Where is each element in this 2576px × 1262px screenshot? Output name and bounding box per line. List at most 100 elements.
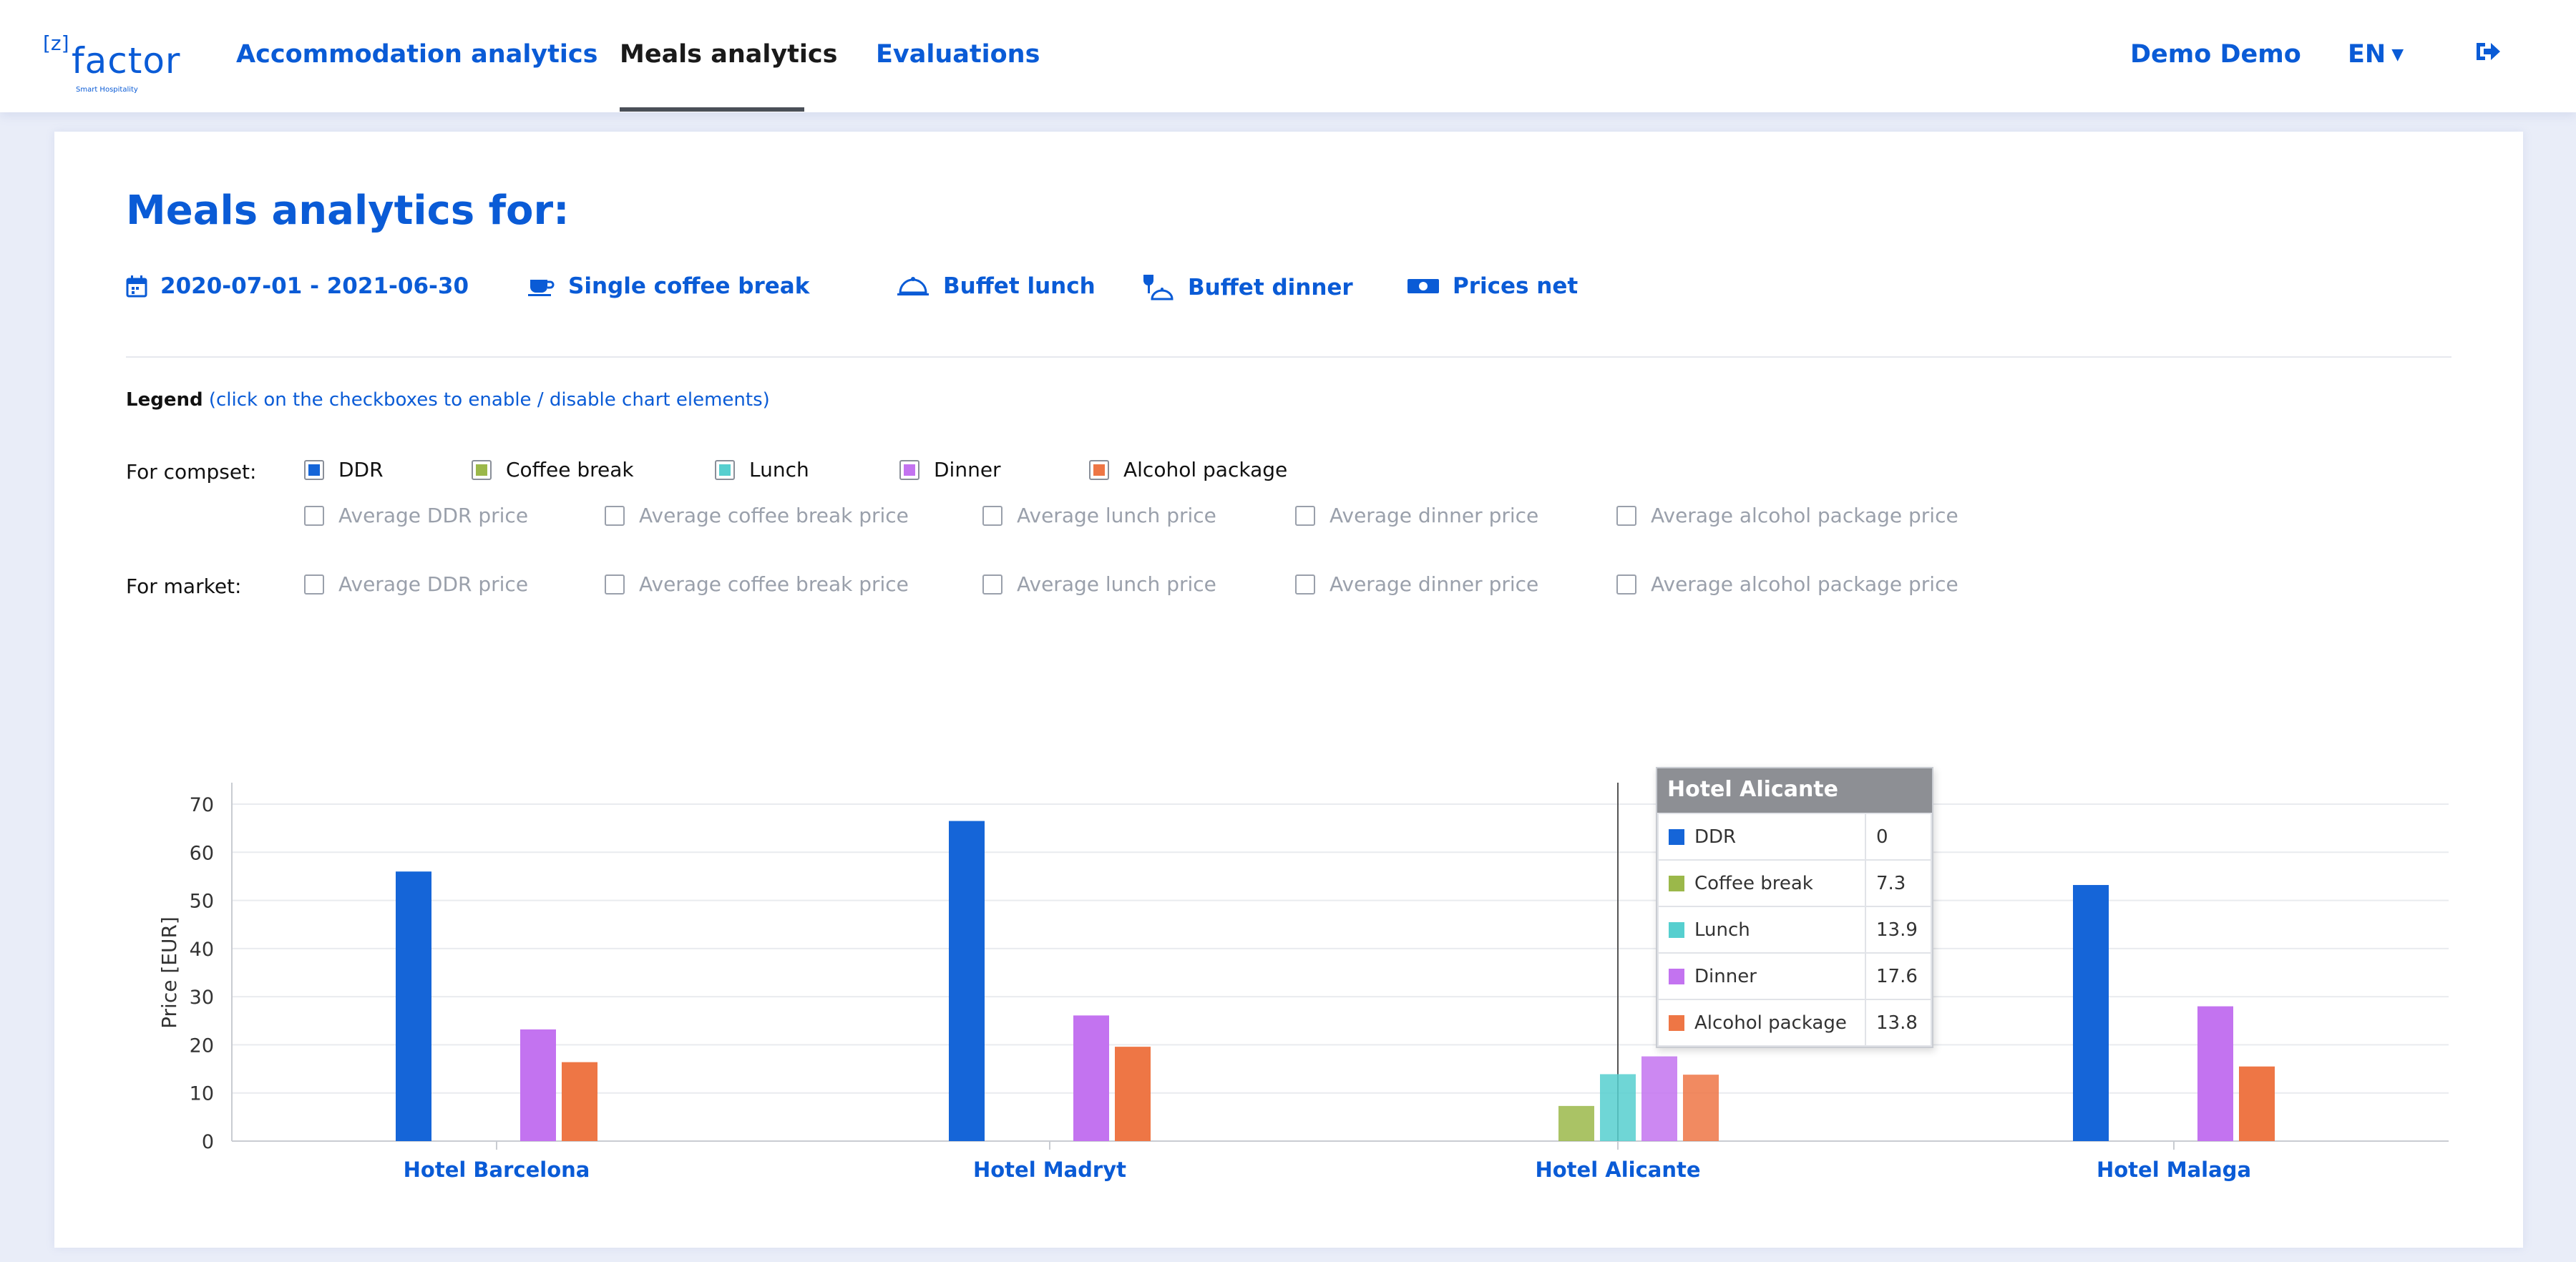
market-average-toggle-1[interactable]: Average coffee break price [605,572,909,596]
dinner-service-icon [1143,275,1174,300]
meals-price-chart: 0 10 20 30 40 50 60 70 Price [EUR] Hotel Barcelon… [157,783,2449,1182]
tooltip-value-cell: 13.9 [1865,906,1932,954]
average-label: Average coffee break price [639,504,909,527]
bar-alcohol-package [2239,1066,2275,1141]
y-tick-label: 40 [190,939,214,961]
checkbox[interactable] [304,459,324,480]
coffee-break-filter[interactable]: Single coffee break [528,273,809,299]
series-swatch [1669,1014,1684,1031]
series-swatch [1669,875,1684,891]
average-label: Average alcohol package price [1651,504,1958,527]
dinner-filter[interactable]: Buffet dinner [1141,273,1353,302]
market-average-toggle-4[interactable]: Average alcohol package price [1616,572,1958,596]
average-label: Average DDR price [338,572,529,596]
coffee-cup-icon [528,280,555,296]
checkbox[interactable] [899,459,919,480]
checkbox[interactable] [715,459,735,480]
legend-title: Legend (click on the checkboxes to enabl… [126,389,770,411]
y-tick-label: 60 [190,842,214,864]
compset-series-toggle-dinner[interactable]: Dinner [899,458,1001,481]
market-average-toggle-0[interactable]: Average DDR price [304,572,528,596]
nav-evaluations[interactable]: Evaluations [876,40,1040,69]
nav-accommodation-analytics[interactable]: Accommodation analytics [236,40,598,69]
legend-series-label: Dinner [934,458,1001,481]
compset-label: For compset: [126,460,257,484]
bar-coffee-break [1558,1105,1594,1141]
user-menu[interactable]: Demo Demo [2130,40,2301,69]
checkbox[interactable] [1616,505,1636,526]
checkbox[interactable] [304,505,324,526]
coffee-break-label: Single coffee break [568,273,810,299]
lunch-filter[interactable]: Buffet lunch [896,273,1096,299]
checkbox[interactable] [1295,574,1315,595]
logout-icon[interactable] [2472,36,2504,67]
lunch-label: Buffet lunch [943,273,1096,299]
average-label: Average DDR price [338,504,529,527]
x-category-label[interactable]: Hotel Madryt [973,1158,1126,1182]
bar-ddr [2073,885,2109,1141]
average-label: Average coffee break price [639,572,909,596]
market-average-toggle-3[interactable]: Average dinner price [1295,572,1538,596]
market-label: For market: [126,574,242,598]
compset-average-toggle-3[interactable]: Average dinner price [1295,504,1538,527]
tooltip-value-cell: 13.8 [1865,999,1932,1047]
compset-average-toggle-1[interactable]: Average coffee break price [605,504,909,527]
logo-tagline: Smart Hospitality [76,86,138,94]
series-swatch [1669,968,1684,984]
average-label: Average alcohol package price [1651,572,1958,596]
prices-label: Prices net [1453,273,1579,299]
checkbox[interactable] [605,574,625,595]
x-category-label[interactable]: Hotel Malaga [2097,1158,2251,1182]
legend-series-label: Coffee break [506,458,634,481]
x-category-label[interactable]: Hotel Alicante [1535,1158,1700,1182]
top-navbar: [z] factor Smart Hospitality Accommodati… [0,0,2576,112]
checkbox[interactable] [982,505,1002,526]
bar-dinner [1641,1056,1677,1141]
tooltip-series-label: Alcohol package [1694,1012,1847,1034]
average-label: Average lunch price [1017,504,1216,527]
tooltip-row: DDR 0 [1657,813,1932,861]
tooltip-row: Dinner 17.6 [1657,952,1932,1000]
x-category-label[interactable]: Hotel Barcelona [404,1158,590,1182]
compset-series-toggle-coffee-break[interactable]: Coffee break [472,458,634,481]
bar-alcohol-package [1683,1075,1719,1141]
compset-average-toggle-4[interactable]: Average alcohol package price [1616,504,1958,527]
average-label: Average lunch price [1017,572,1216,596]
tooltip-series-cell: DDR [1657,813,1866,861]
legend-series-label: Lunch [749,458,809,481]
compset-average-toggle-2[interactable]: Average lunch price [982,504,1216,527]
checkbox[interactable] [1089,459,1109,480]
market-average-toggle-2[interactable]: Average lunch price [982,572,1216,596]
bar-dinner [520,1029,556,1141]
compset-series-toggle-lunch[interactable]: Lunch [715,458,809,481]
series-swatch [1669,828,1684,845]
checkbox[interactable] [472,459,492,480]
checkbox[interactable] [1616,574,1636,595]
compset-series-toggle-ddr[interactable]: DDR [304,458,384,481]
tooltip-series-label: Coffee break [1694,872,1813,894]
date-range-filter[interactable]: 2020-07-01 - 2021-06-30 [126,273,469,299]
checkbox[interactable] [605,505,625,526]
bar-ddr [949,821,985,1141]
tooltip-series-cell: Alcohol package [1657,999,1866,1047]
tooltip-series-cell: Dinner [1657,952,1866,1000]
prices-filter[interactable]: Prices net [1407,273,1578,299]
language-selector[interactable]: EN ▼ [2348,40,2404,69]
tooltip-series-label: Lunch [1694,919,1750,941]
tooltip-series-label: Dinner [1694,965,1757,987]
chart-tooltip: Hotel Alicante DDR 0 Coffee break 7.3 Lunch 1… [1656,767,1933,1048]
y-tick-label: 10 [190,1083,214,1105]
checkbox[interactable] [982,574,1002,595]
checkbox[interactable] [304,574,324,595]
nav-meals-analytics[interactable]: Meals analytics [620,40,838,69]
tooltip-title: Hotel Alicante [1657,768,1932,813]
bar-alcohol-package [1115,1047,1151,1141]
tooltip-row: Lunch 13.9 [1657,906,1932,954]
tooltip-row: Coffee break 7.3 [1657,859,1932,907]
bar-dinner [1073,1015,1109,1141]
compset-series-toggle-alcohol-package[interactable]: Alcohol package [1089,458,1287,481]
y-tick-label: 50 [190,891,214,913]
checkbox[interactable] [1295,505,1315,526]
compset-average-toggle-0[interactable]: Average DDR price [304,504,528,527]
app-logo[interactable]: [z] factor Smart Hospitality [43,26,180,94]
